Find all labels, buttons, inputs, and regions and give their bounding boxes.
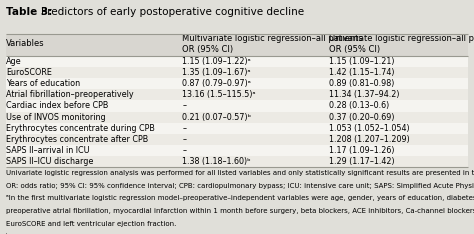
FancyBboxPatch shape	[6, 156, 468, 167]
Text: Predictors of early postoperative cognitive decline: Predictors of early postoperative cognit…	[41, 7, 304, 18]
Text: 0.89 (0.81–0.98): 0.89 (0.81–0.98)	[329, 79, 395, 88]
Text: Erythrocytes concentrate during CPB: Erythrocytes concentrate during CPB	[6, 124, 155, 133]
Text: Cardiac index before CPB: Cardiac index before CPB	[6, 101, 109, 110]
FancyBboxPatch shape	[6, 123, 468, 134]
Text: 1.35 (1.09–1.67)ᵃ: 1.35 (1.09–1.67)ᵃ	[182, 68, 251, 77]
Text: EuroSCORE and left ventricular ejection fraction.: EuroSCORE and left ventricular ejection …	[6, 221, 176, 227]
FancyBboxPatch shape	[6, 56, 468, 67]
Text: 0.37 (0.20–0.69): 0.37 (0.20–0.69)	[329, 113, 395, 122]
Text: 1.053 (1.052–1.054): 1.053 (1.052–1.054)	[329, 124, 410, 133]
Text: preoperative atrial fibrillation, myocardial infarction within 1 month before su: preoperative atrial fibrillation, myocar…	[6, 208, 474, 214]
Text: Table 3:: Table 3:	[6, 7, 52, 18]
Text: 0.21 (0.07–0.57)ᵇ: 0.21 (0.07–0.57)ᵇ	[182, 113, 252, 122]
Text: Univariate logistic regression–all patients
OR (95% CI): Univariate logistic regression–all patie…	[329, 34, 474, 54]
Text: –: –	[182, 146, 186, 155]
Text: Erythrocytes concentrate after CPB: Erythrocytes concentrate after CPB	[6, 135, 148, 144]
Text: Years of education: Years of education	[6, 79, 80, 88]
Text: EuroSCORE: EuroSCORE	[6, 68, 52, 77]
Text: Variables: Variables	[6, 39, 45, 48]
Text: –: –	[182, 135, 186, 144]
Text: 1.15 (1.09–1.22)ᵃ: 1.15 (1.09–1.22)ᵃ	[182, 57, 251, 66]
Text: 1.208 (1.207–1.209): 1.208 (1.207–1.209)	[329, 135, 410, 144]
FancyBboxPatch shape	[6, 34, 468, 56]
Text: SAPS II–arrival in ICU: SAPS II–arrival in ICU	[6, 146, 90, 155]
Text: 1.29 (1.17–1.42): 1.29 (1.17–1.42)	[329, 157, 395, 166]
FancyBboxPatch shape	[6, 89, 468, 100]
Text: 1.42 (1.15–1.74): 1.42 (1.15–1.74)	[329, 68, 395, 77]
Text: –: –	[182, 101, 186, 110]
Text: 1.17 (1.09–1.26): 1.17 (1.09–1.26)	[329, 146, 395, 155]
Text: ᵃIn the first multivariate logistic regression model–preoperative–independent va: ᵃIn the first multivariate logistic regr…	[6, 195, 474, 201]
Text: –: –	[182, 124, 186, 133]
Text: 11.34 (1.37–94.2): 11.34 (1.37–94.2)	[329, 90, 400, 99]
Text: ᵇIn the second multivariate logistic regression model–operative–independent vari: ᵇIn the second multivariate logistic reg…	[6, 233, 474, 234]
FancyBboxPatch shape	[6, 100, 468, 111]
Text: Multivariate logistic regression–all patients
OR (95% CI): Multivariate logistic regression–all pat…	[182, 34, 363, 54]
Text: SAPS II–ICU discharge: SAPS II–ICU discharge	[6, 157, 93, 166]
Text: 1.38 (1.18–1.60)ᵇ: 1.38 (1.18–1.60)ᵇ	[182, 157, 251, 166]
Text: 1.15 (1.09–1.21): 1.15 (1.09–1.21)	[329, 57, 395, 66]
Text: Univariate logistic regression analysis was performed for all listed variables a: Univariate logistic regression analysis …	[6, 170, 474, 176]
Text: 0.87 (0.79–0.97)ᵃ: 0.87 (0.79–0.97)ᵃ	[182, 79, 251, 88]
Text: 0.28 (0.13–0.6): 0.28 (0.13–0.6)	[329, 101, 390, 110]
FancyBboxPatch shape	[6, 34, 468, 167]
FancyBboxPatch shape	[6, 111, 468, 123]
FancyBboxPatch shape	[6, 145, 468, 156]
Text: Atrial fibrillation–preoperatively: Atrial fibrillation–preoperatively	[6, 90, 134, 99]
Text: 13.16 (1.5–115.5)ᵃ: 13.16 (1.5–115.5)ᵃ	[182, 90, 256, 99]
Text: OR: odds ratio; 95% CI: 95% confidence interval; CPB: cardiopulmonary bypass; IC: OR: odds ratio; 95% CI: 95% confidence i…	[6, 183, 474, 189]
FancyBboxPatch shape	[6, 78, 468, 89]
FancyBboxPatch shape	[6, 67, 468, 78]
FancyBboxPatch shape	[6, 134, 468, 145]
Text: Age: Age	[6, 57, 22, 66]
Text: Use of INVOS monitoring: Use of INVOS monitoring	[6, 113, 106, 122]
